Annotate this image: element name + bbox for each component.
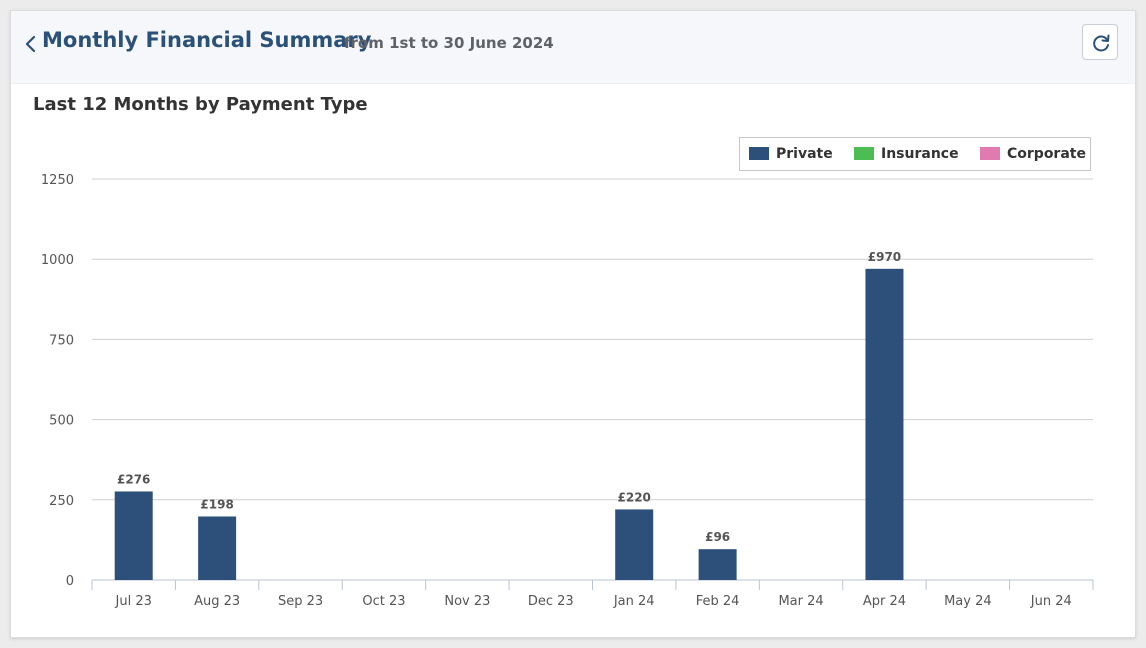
y-tick-label: 1250 [41,173,74,188]
x-tick-label: Jun 24 [1030,594,1072,609]
y-tick-label: 500 [49,414,74,429]
bar-private [114,491,153,580]
y-tick-label: 0 [66,574,74,589]
chart-legend: Private Insurance Corporate [739,137,1091,171]
x-tick-label: Feb 24 [696,594,740,609]
page-title: Monthly Financial Summary [42,28,372,52]
bar-private [198,516,237,580]
x-tick-label: Mar 24 [778,594,823,609]
x-tick-label: Apr 24 [863,594,906,609]
chart-title: Last 12 Months by Payment Type [33,94,368,115]
legend-swatch-private [749,146,769,160]
legend-item-insurance[interactable]: Insurance [854,138,959,170]
bar-data-label: £276 [117,472,150,486]
bar-private [865,268,904,580]
bar-data-label: £96 [705,530,730,544]
x-tick-label: Dec 23 [528,594,574,609]
date-range-subtitle: from 1st to 30 June 2024 [344,34,554,52]
refresh-button[interactable] [1082,24,1118,60]
refresh-icon [1093,34,1110,52]
x-tick-label: Jan 24 [613,594,655,609]
x-tick-label: Nov 23 [444,594,490,609]
financial-summary-card: Monthly Financial Summary from 1st to 30… [10,10,1136,638]
back-button[interactable] [23,33,39,55]
legend-label-corporate: Corporate [1007,146,1086,162]
y-tick-label: 750 [49,333,74,348]
bar-data-label: £970 [868,250,901,264]
bar-private [698,549,737,580]
x-tick-label: Oct 23 [362,594,405,609]
y-tick-label: 250 [49,494,74,509]
bar-data-label: £198 [200,497,233,511]
bar-private [615,509,654,580]
x-tick-label: May 24 [944,594,992,609]
legend-item-private[interactable]: Private [749,138,833,170]
legend-label-private: Private [776,146,833,162]
x-tick-label: Aug 23 [194,594,240,609]
legend-label-insurance: Insurance [881,146,959,162]
x-tick-label: Sep 23 [278,594,323,609]
chevron-left-icon [25,35,36,53]
legend-swatch-corporate [980,146,1000,160]
legend-item-corporate[interactable]: Corporate [980,138,1086,170]
y-tick-label: 1000 [41,253,74,268]
legend-swatch-insurance [854,146,874,160]
bar-chart: 0 250 500 750 1000 1250 Jul 23 Aug 23 Sep 23 Oct … [41,173,1094,609]
bar-data-label: £220 [618,490,651,504]
card-header: Monthly Financial Summary from 1st to 30… [11,11,1135,84]
x-tick-label: Jul 23 [115,594,152,609]
